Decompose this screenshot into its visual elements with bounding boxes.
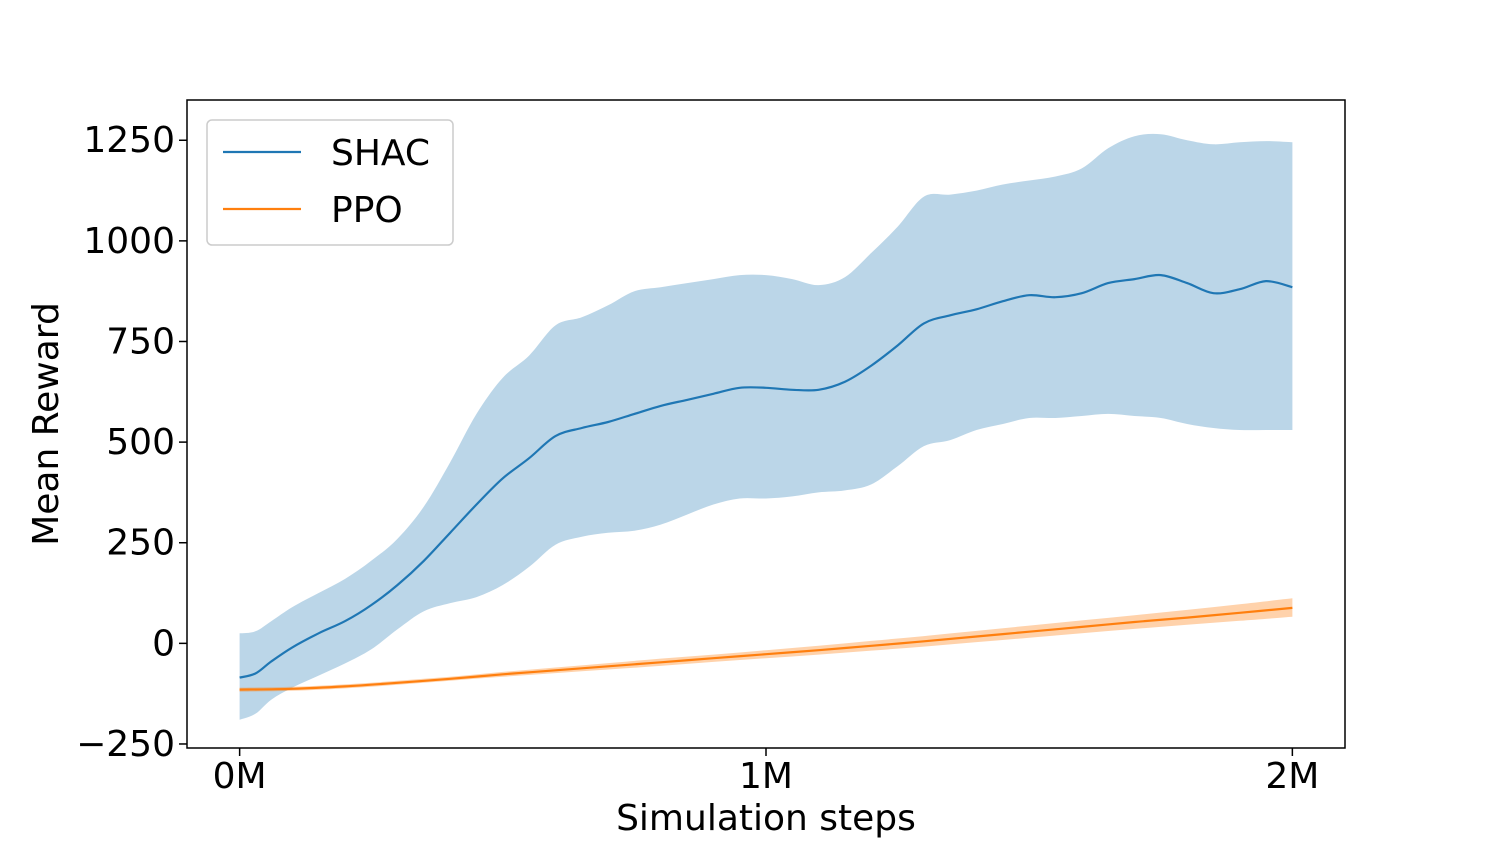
shac-line [239, 273, 1293, 679]
legend-label-shac: SHAC [331, 133, 430, 174]
y-tick-label: −250 [76, 724, 175, 765]
legend-label-ppo: PPO [331, 190, 403, 231]
y-tick-label: 1250 [83, 120, 175, 161]
ppo-line [239, 606, 1293, 691]
y-tick-label: 500 [106, 422, 175, 463]
y-tick-label: 1000 [83, 221, 175, 262]
confidence-bands [239, 133, 1293, 720]
legend: SHAC PPO [206, 119, 454, 246]
y-tick-label: 750 [106, 321, 175, 362]
x-axis-title: Simulation steps [616, 798, 916, 839]
y-axis-title: Mean Reward [26, 302, 67, 546]
x-tick-label: 0M [213, 756, 267, 797]
x-axis-ticks: 0M 1M 2M [213, 748, 1319, 797]
series-lines [239, 273, 1293, 691]
y-tick-label: 250 [106, 523, 175, 564]
x-tick-label: 2M [1265, 756, 1319, 797]
y-tick-label: 0 [152, 623, 175, 664]
shac-band [239, 133, 1293, 720]
y-axis-ticks: −250 0 250 500 750 1000 1250 [76, 120, 187, 765]
x-tick-label: 1M [739, 756, 793, 797]
